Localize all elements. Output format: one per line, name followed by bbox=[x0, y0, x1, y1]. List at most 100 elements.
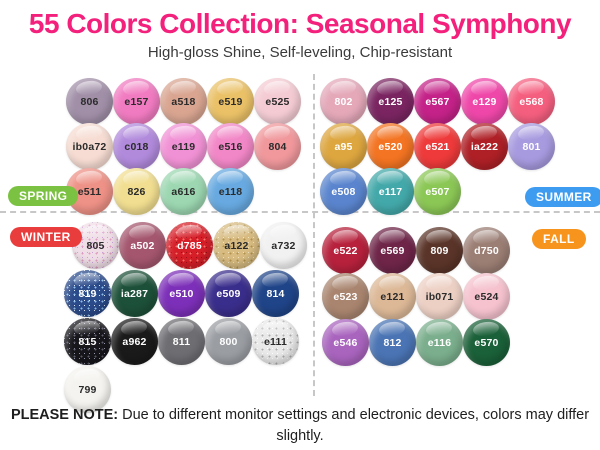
color-swatch-a122: a122 bbox=[213, 222, 260, 269]
swatch-code: a95 bbox=[334, 140, 353, 153]
color-swatch-a502: a502 bbox=[119, 222, 166, 269]
swatch-code: 799 bbox=[78, 383, 97, 396]
fall-season-badge: FALL bbox=[532, 229, 586, 249]
color-swatch-819: 819 bbox=[64, 270, 111, 317]
color-swatch-e567: e567 bbox=[414, 78, 461, 125]
swatch-code: e118 bbox=[218, 185, 243, 198]
color-swatch-e522: e522 bbox=[322, 227, 369, 274]
color-swatch-a518: a518 bbox=[160, 78, 207, 125]
swatch-code: ia287 bbox=[120, 287, 149, 300]
swatch-code: d785 bbox=[177, 239, 202, 252]
swatch-code: 811 bbox=[172, 335, 191, 348]
color-swatch-a95: a95 bbox=[320, 123, 367, 170]
swatch-code: ib0a72 bbox=[72, 140, 107, 153]
swatch-code: e568 bbox=[519, 95, 544, 108]
winter-swatch-row: 819 ia287 e510 e509 814 bbox=[64, 270, 307, 317]
color-swatch-e508: e508 bbox=[320, 168, 367, 215]
color-swatch-e117: e117 bbox=[367, 168, 414, 215]
swatch-code: 814 bbox=[266, 287, 285, 300]
color-swatch-e516: e516 bbox=[207, 123, 254, 170]
swatch-code: e569 bbox=[380, 244, 405, 257]
color-swatch-801: 801 bbox=[508, 123, 555, 170]
swatch-code: e510 bbox=[169, 287, 194, 300]
swatch-code: e509 bbox=[216, 287, 241, 300]
swatch-code: e119 bbox=[171, 140, 196, 153]
swatch-code: 802 bbox=[334, 95, 353, 108]
swatch-code: e546 bbox=[333, 336, 358, 349]
swatch-code: 815 bbox=[78, 335, 97, 348]
disclaimer-note-text: Due to different monitor settings and el… bbox=[118, 407, 590, 445]
color-swatch-e129: e129 bbox=[461, 78, 508, 125]
color-swatch-826: 826 bbox=[113, 168, 160, 215]
color-swatch-e520: e520 bbox=[367, 123, 414, 170]
winter-swatch-row: 815 a962 811 800 e111 bbox=[64, 318, 307, 365]
color-swatch-ia287: ia287 bbox=[111, 270, 158, 317]
fall-swatch-row: e522 e569 809 d750 bbox=[322, 227, 510, 274]
color-swatch-ib071: ib071 bbox=[416, 273, 463, 320]
color-swatch-e519: e519 bbox=[207, 78, 254, 125]
summer-swatch-row: 802 e125 e567 e129 e568 bbox=[320, 78, 555, 125]
disclaimer-note-label: PLEASE NOTE: bbox=[10, 407, 119, 423]
color-swatch-e510: e510 bbox=[158, 270, 205, 317]
swatch-code: 804 bbox=[268, 140, 287, 153]
swatch-code: ib071 bbox=[425, 290, 454, 303]
color-swatch-e507: e507 bbox=[414, 168, 461, 215]
swatch-code: e116 bbox=[427, 336, 452, 349]
color-swatch-e569: e569 bbox=[369, 227, 416, 274]
color-swatch-814: 814 bbox=[252, 270, 299, 317]
color-swatch-812: 812 bbox=[369, 319, 416, 366]
color-swatch-809: 809 bbox=[416, 227, 463, 274]
color-swatch-815: 815 bbox=[64, 318, 111, 365]
color-swatch-e568: e568 bbox=[508, 78, 555, 125]
swatch-code: 809 bbox=[430, 244, 449, 257]
color-swatch-a962: a962 bbox=[111, 318, 158, 365]
horizontal-dashed-divider bbox=[0, 211, 600, 213]
swatch-code: a962 bbox=[122, 335, 147, 348]
winter-season-badge: WINTER bbox=[10, 227, 82, 247]
color-swatch-e118: e118 bbox=[207, 168, 254, 215]
color-swatch-e546: e546 bbox=[322, 319, 369, 366]
swatch-code: a122 bbox=[224, 239, 249, 252]
color-swatch-811: 811 bbox=[158, 318, 205, 365]
swatch-code: e157 bbox=[124, 95, 149, 108]
summer-season-badge: SUMMER bbox=[525, 187, 600, 207]
color-swatch-ia222: ia222 bbox=[461, 123, 508, 170]
color-swatch-e157: e157 bbox=[113, 78, 160, 125]
spring-season-badge: SPRING bbox=[8, 186, 79, 206]
swatch-code: e129 bbox=[472, 95, 497, 108]
color-swatch-ib0a72: ib0a72 bbox=[66, 123, 113, 170]
color-swatch-a616: a616 bbox=[160, 168, 207, 215]
color-swatch-799: 799 bbox=[64, 366, 111, 413]
color-swatch-e116: e116 bbox=[416, 319, 463, 366]
swatch-code: 806 bbox=[80, 95, 99, 108]
winter-swatch-group: 805 a502 d785 a122 a732 819 ia287 e510 e509 814 81… bbox=[64, 222, 307, 413]
color-swatch-804: 804 bbox=[254, 123, 301, 170]
swatch-code: e524 bbox=[474, 290, 499, 303]
swatch-code: a732 bbox=[271, 239, 296, 252]
summer-swatch-row: e508 e117 e507 bbox=[320, 168, 555, 215]
color-swatch-d750: d750 bbox=[463, 227, 510, 274]
color-swatch-e525: e525 bbox=[254, 78, 301, 125]
swatch-code: ia222 bbox=[470, 140, 499, 153]
swatch-code: e111 bbox=[264, 335, 287, 348]
color-swatch-e523: e523 bbox=[322, 273, 369, 320]
swatch-code: e117 bbox=[378, 185, 403, 198]
spring-swatch-row: 806 e157 a518 e519 e525 bbox=[66, 78, 301, 125]
swatch-code: e511 bbox=[77, 185, 102, 198]
spring-swatch-group: 806 e157 a518 e519 e525 ib0a72 c018 e119 e516 804… bbox=[66, 78, 301, 215]
color-swatch-e521: e521 bbox=[414, 123, 461, 170]
color-swatch-d785: d785 bbox=[166, 222, 213, 269]
fall-swatch-row: e546 812 e116 e570 bbox=[322, 319, 510, 366]
fall-swatch-row: e523 e121 ib071 e524 bbox=[322, 273, 510, 320]
disclaimer-note: PLEASE NOTE: Due to different monitor se… bbox=[0, 405, 600, 447]
color-swatch-e570: e570 bbox=[463, 319, 510, 366]
winter-swatch-row: 805 a502 d785 a122 a732 bbox=[72, 222, 307, 269]
swatch-code: e520 bbox=[378, 140, 403, 153]
swatch-code: e522 bbox=[333, 244, 358, 257]
swatch-code: e125 bbox=[378, 95, 403, 108]
vertical-dashed-divider bbox=[313, 74, 315, 396]
color-swatch-e121: e121 bbox=[369, 273, 416, 320]
swatch-code: e508 bbox=[331, 185, 356, 198]
color-swatch-806: 806 bbox=[66, 78, 113, 125]
